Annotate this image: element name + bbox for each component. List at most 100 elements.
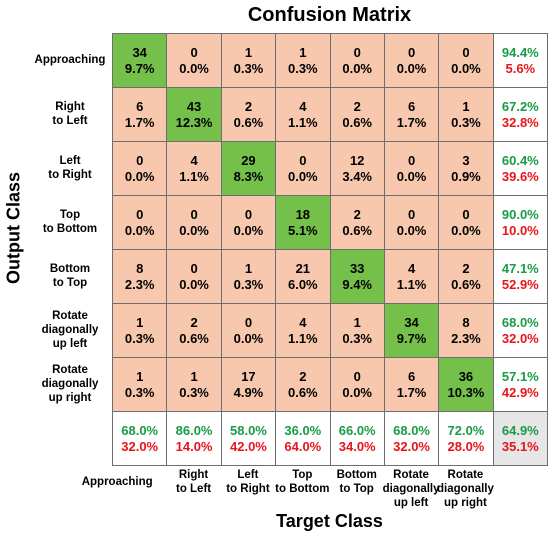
cell-percent: 8.3% <box>233 168 264 184</box>
column-label: Top to Bottom <box>275 469 330 495</box>
matrix-cell: 1 0.3% <box>438 87 494 142</box>
cell-percent: 5.1% <box>287 222 318 238</box>
cell-percent: 4.9% <box>233 384 264 400</box>
matrix-cell: 1 0.3% <box>329 303 385 358</box>
row-summary-cell: 57.1% 42.9% <box>492 357 548 412</box>
row-label: Rotate diagonally up right <box>41 364 99 404</box>
cell-percent: 1.7% <box>124 114 155 130</box>
matrix-cell: 0 0.0% <box>383 141 440 196</box>
row-precision: 60.4% <box>501 152 539 168</box>
cell-count: 6 <box>407 98 416 114</box>
matrix-cell: 0 0.0% <box>166 249 222 304</box>
column-summary-cell: 68.0% 32.0% <box>112 411 168 466</box>
row-label: Top to Bottom <box>42 209 98 235</box>
column-recall: 36.0% <box>284 422 322 438</box>
column-summary-cell: 58.0% 42.0% <box>220 411 277 466</box>
column-error: 42.0% <box>230 438 267 454</box>
matrix-cell: 8 2.3% <box>112 249 168 304</box>
column-recall: 58.0% <box>230 422 267 438</box>
row-summary-cell: 94.4% 5.6% <box>492 33 548 88</box>
cell-count: 0 <box>353 44 361 60</box>
cell-percent: 0.0% <box>396 222 427 238</box>
cell-percent: 2.3% <box>451 330 481 346</box>
matrix-cell: 33 9.4% <box>329 249 385 304</box>
matrix-cell: 0 0.0% <box>383 33 440 88</box>
matrix-cell: 1 0.3% <box>220 33 277 88</box>
matrix-cell: 4 1.1% <box>275 303 331 358</box>
row-summary-cell: 90.0% 10.0% <box>492 195 548 250</box>
row-summary-cell: 68.0% 32.0% <box>492 303 548 358</box>
column-summary-cell: 72.0% 28.0% <box>438 411 494 466</box>
cell-count: 0 <box>407 152 416 168</box>
column-summary-cell: 86.0% 14.0% <box>166 411 222 466</box>
matrix-cell: 2 0.6% <box>329 195 385 250</box>
cell-count: 1 <box>299 44 307 60</box>
row-error: 52.9% <box>501 276 539 292</box>
cell-count: 1 <box>136 368 144 384</box>
cell-percent: 0.3% <box>233 60 264 76</box>
cell-percent: 1.7% <box>396 114 427 130</box>
cell-count: 0 <box>244 206 253 222</box>
column-error: 32.0% <box>121 438 159 454</box>
matrix-cell: 3 0.9% <box>438 141 494 196</box>
cell-percent: 0.0% <box>342 384 372 400</box>
cell-count: 17 <box>241 368 256 384</box>
cell-percent: 0.0% <box>233 330 264 346</box>
cell-count: 4 <box>299 98 307 114</box>
matrix-cell: 0 0.0% <box>383 195 440 250</box>
cell-count: 0 <box>462 206 470 222</box>
row-label: Right to Left <box>52 101 88 127</box>
cell-count: 4 <box>190 152 198 168</box>
matrix-cell: 2 0.6% <box>329 87 385 142</box>
cell-count: 1 <box>353 314 361 330</box>
row-precision: 90.0% <box>501 206 539 222</box>
row-precision: 67.2% <box>501 98 539 114</box>
matrix-cell: 34 9.7% <box>112 33 168 88</box>
matrix-cell: 4 1.1% <box>166 141 222 196</box>
cell-percent: 0.0% <box>342 60 372 76</box>
cell-count: 0 <box>190 260 198 276</box>
cell-count: 34 <box>132 44 147 60</box>
x-axis-label: Target Class <box>276 511 383 531</box>
matrix-cell: 1 0.3% <box>220 249 277 304</box>
column-label: Rotate diagonally up right <box>437 469 494 509</box>
cell-count: 43 <box>186 98 202 114</box>
cell-count: 6 <box>407 368 416 384</box>
row-label: Left to Right <box>48 155 92 181</box>
cell-percent: 0.0% <box>179 60 209 76</box>
matrix-cell: 8 2.3% <box>438 303 494 358</box>
cell-count: 4 <box>299 314 307 330</box>
cell-percent: 0.0% <box>233 222 264 238</box>
cell-percent: 10.3% <box>447 384 485 400</box>
matrix-cell: 18 5.1% <box>275 195 331 250</box>
cell-count: 1 <box>136 314 144 330</box>
cell-percent: 0.3% <box>124 330 155 346</box>
matrix-cell: 36 10.3% <box>438 357 494 412</box>
cell-percent: 0.3% <box>451 114 481 130</box>
row-label: Rotate diagonally up left <box>41 310 99 350</box>
matrix-cell: 0 0.0% <box>166 195 222 250</box>
matrix-cell: 17 4.9% <box>220 357 277 412</box>
cell-count: 36 <box>458 368 474 384</box>
row-precision: 94.4% <box>501 44 539 60</box>
cell-count: 2 <box>353 206 361 222</box>
matrix-cell: 0 0.0% <box>438 195 494 250</box>
cell-count: 0 <box>299 152 307 168</box>
chart-title: Confusion Matrix <box>247 4 412 26</box>
cell-percent: 0.0% <box>179 276 209 292</box>
row-error: 10.0% <box>501 222 539 238</box>
matrix-cell: 0 0.0% <box>438 33 494 88</box>
column-summary-cell: 68.0% 32.0% <box>383 411 440 466</box>
matrix-cell: 0 0.0% <box>220 303 277 358</box>
cell-percent: 3.4% <box>342 168 372 184</box>
column-error: 64.0% <box>284 438 322 454</box>
matrix-cell: 1 0.3% <box>112 357 168 412</box>
cell-count: 6 <box>136 98 144 114</box>
cell-percent: 0.9% <box>451 168 481 184</box>
cell-count: 1 <box>190 368 198 384</box>
row-error: 32.8% <box>501 114 539 130</box>
cell-count: 0 <box>407 206 416 222</box>
matrix-cell: 29 8.3% <box>220 141 277 196</box>
cell-percent: 0.6% <box>287 384 318 400</box>
cell-count: 1 <box>462 98 470 114</box>
